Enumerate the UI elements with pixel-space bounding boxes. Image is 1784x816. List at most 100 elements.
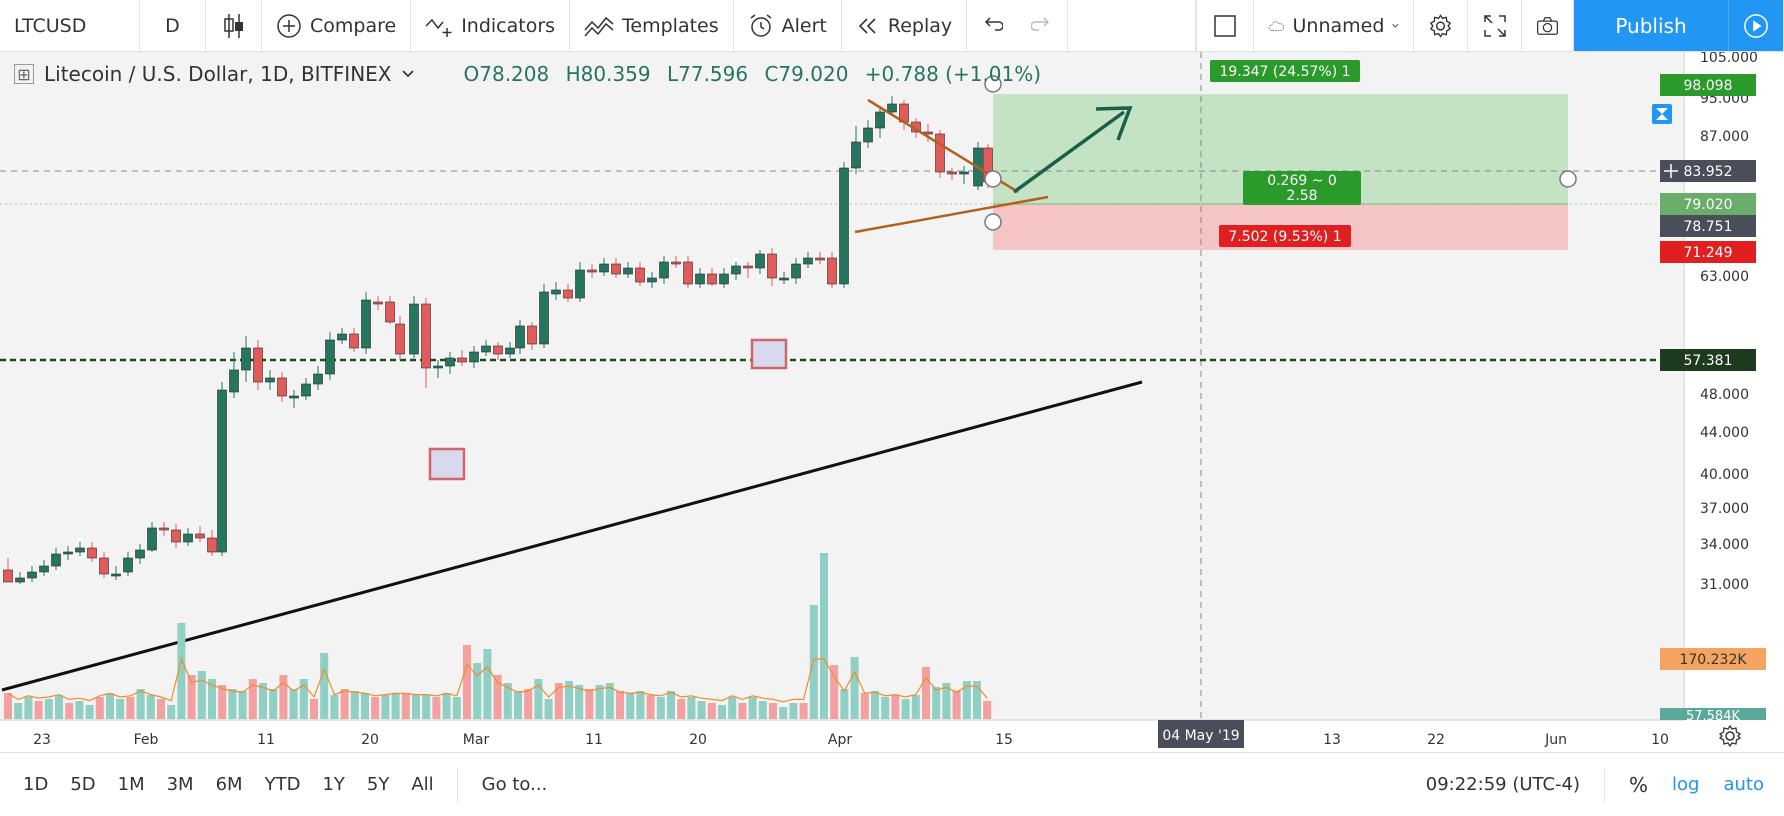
candle-body (147, 527, 157, 551)
range-button[interactable]: 5D (70, 774, 96, 795)
crosshair-plus-button[interactable] (1660, 160, 1682, 182)
arrow-line[interactable] (1012, 110, 1126, 194)
volume-bar (126, 697, 135, 719)
fullscreen-button[interactable] (1468, 0, 1522, 51)
range-button[interactable]: 1M (117, 774, 145, 795)
log-toggle[interactable]: log (1672, 774, 1700, 795)
volume-bar (228, 689, 237, 719)
candle-body (493, 345, 503, 355)
indicators-button[interactable]: Indicators (411, 0, 571, 51)
candle-body (935, 133, 945, 173)
candle-body (337, 333, 347, 341)
drawing-rectangle-2[interactable] (750, 338, 788, 370)
percent-toggle[interactable]: % (1629, 772, 1649, 797)
svg-text:0.269 ~ 0: 0.269 ~ 0 (1267, 173, 1337, 189)
range-button[interactable]: 3M (166, 774, 194, 795)
volume-bar (881, 697, 890, 719)
range-button[interactable]: 1D (23, 774, 49, 795)
fullscreen-toggle-button[interactable] (1196, 0, 1254, 51)
candle-body (731, 265, 741, 275)
entry-handle-right[interactable] (1559, 170, 1577, 188)
trend-line[interactable] (1, 380, 1143, 692)
legend-title[interactable]: Litecoin / U.S. Dollar, 1D, BITFINEX (44, 62, 392, 86)
undo-icon (985, 16, 1004, 31)
chart-style-button[interactable] (206, 0, 262, 51)
candles (3, 96, 993, 584)
volume-bar (463, 645, 471, 719)
candle-body (395, 323, 405, 355)
volume-bar (809, 605, 818, 719)
range-button[interactable]: 6M (215, 774, 243, 795)
symbol-search[interactable]: LTCUSD (0, 0, 140, 51)
volume-bar (626, 693, 635, 719)
volume-bar (14, 703, 23, 719)
camera-icon (1537, 16, 1558, 35)
volume-bar (901, 699, 910, 719)
chart-settings-icon[interactable] (1718, 724, 1742, 748)
chart-area[interactable]: 19.347 (24.57%) 1 0.269 ~ 0 2.58 7.502 (… (0, 52, 1784, 752)
templates-button[interactable]: Templates (570, 0, 734, 51)
volume-bar (514, 691, 522, 719)
stop-handle[interactable] (984, 213, 1002, 231)
candle-body (599, 263, 609, 273)
undo-button[interactable] (967, 0, 1017, 51)
auto-toggle[interactable]: auto (1723, 774, 1764, 795)
volume-bar (748, 697, 757, 719)
price-tick-label: 34.000 (1700, 537, 1749, 553)
candle-body (563, 289, 573, 299)
high-value: H80.359 (565, 62, 651, 86)
candle-body (683, 261, 693, 285)
price-tick-label: 48.000 (1700, 387, 1749, 403)
candle-body (719, 273, 729, 285)
volume-bar (952, 691, 961, 719)
price-chart[interactable]: 19.347 (24.57%) 1 0.269 ~ 0 2.58 7.502 (… (0, 52, 1784, 752)
drawing-rectangle-1[interactable] (428, 447, 466, 481)
snapshot-button[interactable] (1522, 0, 1574, 51)
candle-body (551, 289, 561, 295)
replay-button[interactable]: Replay (842, 0, 968, 51)
clock-label[interactable]: 09:22:59 (UTC-4) (1425, 774, 1581, 795)
candle-body (75, 547, 85, 553)
goto-button[interactable]: Go to... (481, 774, 548, 795)
triangle-lower-line[interactable] (854, 195, 1049, 234)
volume-bar (799, 703, 808, 719)
volume-bar (871, 691, 879, 719)
time-tick-label: Jun (1544, 732, 1567, 748)
candle-body (779, 277, 789, 281)
alert-button[interactable]: Alert (734, 0, 842, 51)
candles-icon (223, 13, 243, 38)
scale-toggle-icon[interactable] (1652, 104, 1672, 124)
volume-bar (279, 675, 288, 719)
candle-body (409, 303, 419, 355)
candle-body (361, 299, 371, 349)
play-button[interactable] (1728, 0, 1784, 51)
range-button[interactable]: 5Y (366, 774, 390, 795)
svg-text:83.952: 83.952 (1684, 164, 1733, 180)
volume-bar (656, 697, 665, 719)
layout-name-button[interactable]: Unnamed (1254, 0, 1414, 51)
chevron-down-icon[interactable] (401, 69, 414, 79)
range-button[interactable]: YTD (264, 774, 301, 795)
bottom-divider-2 (1604, 767, 1606, 802)
svg-text:71.249: 71.249 (1684, 245, 1733, 261)
range-button[interactable]: 1Y (322, 774, 345, 795)
square-icon (1214, 14, 1236, 37)
time-tick-label: 10 (1651, 732, 1669, 748)
price-tag-target: 98.098 (1660, 74, 1756, 96)
volume-bar (860, 693, 869, 719)
range-buttons: 1D 5D 1M 3M 6M YTD 1Y 5Y All (0, 774, 445, 795)
settings-button[interactable] (1414, 0, 1468, 51)
interval-button[interactable]: D (140, 0, 206, 51)
time-tick-label: Apr (828, 732, 852, 748)
target-handle[interactable] (984, 75, 1002, 93)
candle-body (183, 533, 193, 543)
time-tick-label: 20 (361, 732, 379, 748)
top-toolbar: LTCUSD D Compare Indicators Templates Al… (0, 0, 1784, 52)
publish-button[interactable]: Publish (1574, 0, 1728, 51)
legend-toggle-button[interactable]: ⊞ (14, 64, 34, 84)
entry-handle-left[interactable] (984, 170, 1002, 188)
compare-button[interactable]: Compare (262, 0, 412, 51)
candle-body (959, 171, 969, 175)
redo-button[interactable] (1017, 0, 1069, 51)
range-button[interactable]: All (411, 774, 434, 795)
